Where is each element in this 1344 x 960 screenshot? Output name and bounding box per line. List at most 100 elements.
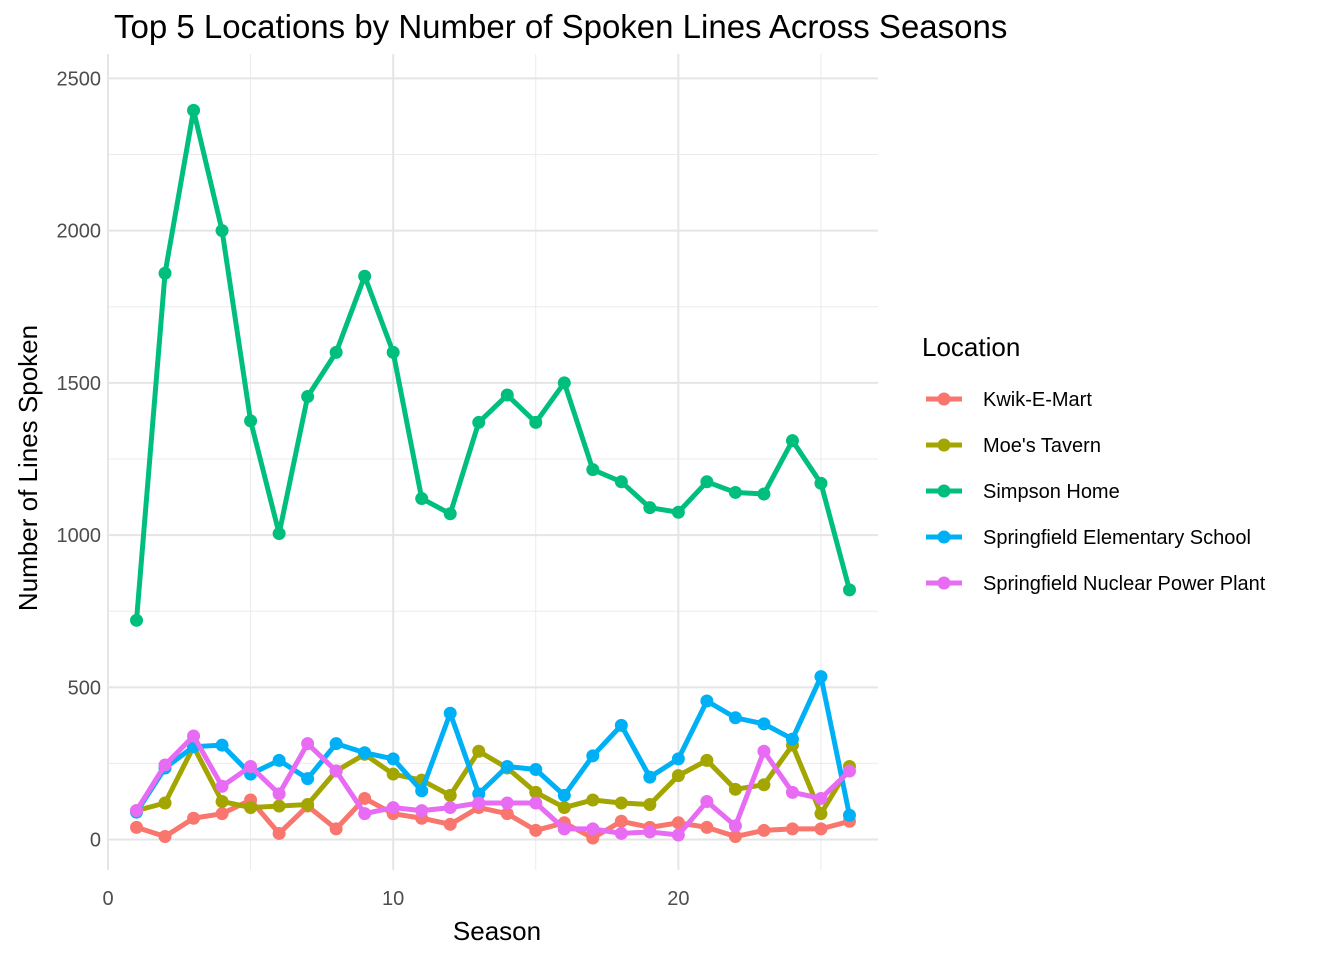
data-point — [244, 801, 258, 815]
series-springfield-elementary-school — [130, 670, 856, 822]
legend-key-point — [937, 438, 951, 452]
y-tick-label: 1500 — [57, 373, 102, 395]
data-point — [814, 476, 828, 490]
series-line-simpson-home — [134, 107, 852, 623]
data-point — [671, 505, 685, 519]
data-point — [443, 706, 457, 720]
data-point — [586, 463, 600, 477]
legend: Location Kwik-E-Mart Moe's Tavern Simpson … — [922, 332, 1266, 595]
y-tick-label: 1000 — [57, 525, 102, 547]
data-point — [614, 475, 628, 489]
x-tick-label: 20 — [667, 888, 689, 910]
data-point — [700, 794, 714, 808]
data-point — [500, 796, 514, 810]
data-point — [671, 828, 685, 842]
legend-key-point — [937, 530, 951, 544]
series-springfield-nuclear-power-plant — [130, 729, 856, 842]
data-point — [728, 711, 742, 725]
data-point — [728, 782, 742, 796]
data-point — [757, 823, 771, 837]
data-point — [557, 788, 571, 802]
chart-title: Top 5 Locations by Number of Spoken Line… — [114, 8, 1007, 45]
legend-label: Springfield Elementary School — [983, 527, 1251, 549]
data-point — [757, 717, 771, 731]
data-point — [614, 814, 628, 828]
data-point — [215, 779, 229, 793]
legend-label: Kwik-E-Mart — [983, 389, 1092, 411]
data-point — [158, 758, 172, 772]
data-point — [785, 732, 799, 746]
data-point — [301, 798, 315, 812]
data-point — [700, 475, 714, 489]
data-point — [700, 694, 714, 708]
data-point — [329, 737, 343, 751]
data-point — [842, 583, 856, 597]
data-point — [158, 266, 172, 280]
data-point — [301, 737, 315, 751]
data-point — [130, 613, 144, 627]
data-point — [529, 785, 543, 799]
data-point — [728, 830, 742, 844]
data-point — [329, 345, 343, 359]
data-point — [643, 501, 657, 515]
data-point — [415, 492, 429, 506]
series-layer — [130, 103, 856, 845]
series-line-springfield-nuclear-power-plant — [134, 733, 852, 838]
data-point — [329, 764, 343, 778]
legend-item-springfield-elementary-school: Springfield Elementary School — [926, 527, 1251, 549]
data-point — [415, 784, 429, 798]
data-point — [842, 764, 856, 778]
data-point — [215, 224, 229, 238]
data-point — [443, 817, 457, 831]
data-point — [472, 796, 486, 810]
data-point — [187, 811, 201, 825]
data-point — [358, 791, 372, 805]
data-point — [130, 804, 144, 818]
data-point — [215, 794, 229, 808]
data-point — [586, 831, 600, 845]
data-point — [386, 345, 400, 359]
data-point — [130, 820, 144, 834]
data-point — [728, 485, 742, 499]
data-point — [643, 825, 657, 839]
grid — [107, 54, 878, 870]
data-point — [272, 826, 286, 840]
data-point — [614, 718, 628, 732]
data-point — [358, 807, 372, 821]
data-point — [301, 772, 315, 786]
data-point — [500, 759, 514, 773]
data-point — [529, 823, 543, 837]
y-tick-label: 500 — [68, 677, 101, 699]
y-tick-label: 2000 — [57, 221, 102, 243]
data-point — [244, 759, 258, 773]
data-point — [671, 769, 685, 783]
data-point — [358, 269, 372, 283]
data-point — [643, 770, 657, 784]
x-axis-title: Season — [453, 916, 541, 946]
data-point — [785, 785, 799, 799]
data-point — [728, 819, 742, 833]
data-point — [557, 376, 571, 390]
data-point — [529, 415, 543, 429]
y-axis-title: Number of Lines Spoken — [13, 325, 43, 611]
data-point — [158, 796, 172, 810]
data-point — [814, 670, 828, 684]
data-point — [557, 822, 571, 836]
legend-key-point — [937, 484, 951, 498]
data-point — [529, 796, 543, 810]
data-point — [614, 796, 628, 810]
data-point — [586, 822, 600, 836]
data-point — [244, 414, 258, 428]
data-point — [700, 753, 714, 767]
data-point — [187, 103, 201, 117]
data-point — [671, 816, 685, 830]
y-tick-label: 0 — [90, 830, 101, 852]
data-point — [215, 738, 229, 752]
data-point — [757, 487, 771, 501]
legend-item-simpson-home: Simpson Home — [926, 481, 1120, 503]
data-point — [671, 752, 685, 766]
data-point — [785, 822, 799, 836]
data-point — [557, 801, 571, 815]
series-simpson-home — [130, 103, 856, 627]
